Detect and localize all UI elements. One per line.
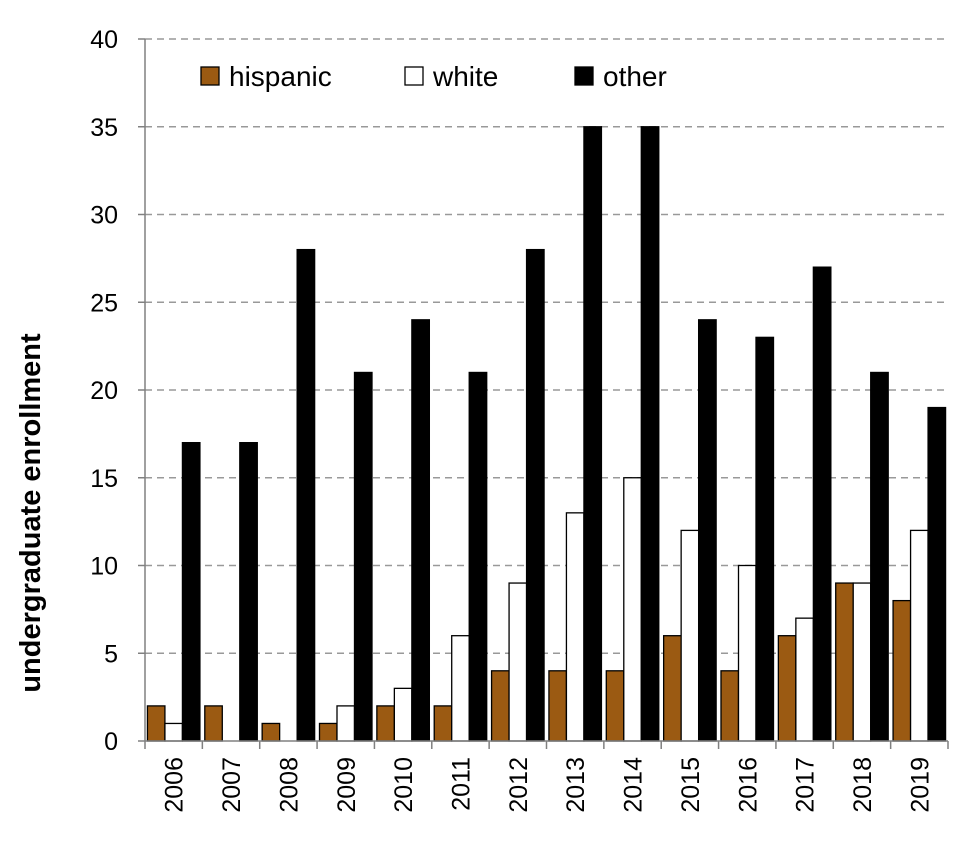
bar-hispanic-2011	[433, 705, 453, 742]
y-tick-labels: 0 5 10 15 20 25 30 35 40	[90, 26, 118, 756]
bar-white-2019	[909, 529, 929, 742]
y-tick-label: 0	[104, 728, 118, 756]
bar-white-2017	[795, 617, 815, 742]
x-tick-label: 2016	[734, 757, 762, 813]
bar-hispanic-2006	[146, 705, 166, 742]
bar-white-2015	[680, 529, 700, 742]
y-tick-label: 20	[90, 377, 118, 405]
x-tick-label: 2012	[505, 757, 533, 813]
bar-hispanic-2013	[548, 670, 568, 742]
bar-hispanic-2014	[605, 670, 625, 742]
gridlines	[145, 38, 948, 654]
bar-hispanic-2016	[720, 670, 740, 742]
y-tick-label: 40	[90, 26, 118, 54]
bar-other-2012	[525, 248, 545, 742]
bar-white-2014	[623, 477, 642, 742]
bar-white-2018	[852, 582, 872, 742]
bar-hispanic-2019	[892, 599, 912, 742]
legend: hispanic white other	[200, 61, 667, 92]
x-tick-label: 2010	[390, 757, 418, 813]
bar-hispanic-2009	[318, 722, 338, 742]
legend-swatch-hispanic	[200, 66, 220, 86]
legend-label-hispanic: hispanic	[229, 61, 332, 92]
y-tick-label: 25	[90, 289, 118, 317]
bar-hispanic-2010	[376, 705, 396, 742]
x-tick-label: 2019	[906, 757, 934, 813]
bar-other-2014	[640, 126, 660, 742]
y-tick-label: 10	[90, 553, 118, 581]
bar-other-2007	[239, 441, 258, 742]
bar-other-2016	[755, 336, 775, 742]
x-tick-label: 2009	[333, 757, 361, 813]
x-tick-label: 2011	[447, 757, 475, 811]
bar-white-2011	[451, 635, 470, 742]
legend-label-white: white	[432, 61, 498, 92]
x-tick-label: 2007	[218, 757, 246, 813]
bar-white-2016	[737, 564, 757, 742]
y-tick-label: 5	[104, 640, 118, 668]
bar-other-2015	[697, 319, 717, 742]
x-tick-label: 2006	[161, 757, 189, 813]
x-tick-label: 2015	[677, 757, 705, 813]
x-tick-label: 2017	[792, 757, 820, 813]
bar-white-2006	[164, 722, 184, 742]
x-tick-label: 2018	[849, 757, 877, 813]
bar-hispanic-2012	[490, 670, 510, 742]
axes	[138, 38, 949, 749]
bar-other-2018	[870, 371, 889, 742]
legend-swatch-other	[574, 66, 594, 86]
bar-hispanic-2008	[261, 722, 281, 742]
bar-other-2009	[353, 371, 373, 742]
x-tick-labels: 2006 2007 2008 2009 2010 2011 2012 2013 2014 2015…	[161, 757, 935, 813]
bar-hispanic-2018	[835, 582, 854, 742]
y-tick-label: 35	[90, 114, 118, 142]
bar-other-2019	[927, 406, 947, 742]
legend-label-other: other	[603, 61, 667, 92]
x-tick-label: 2008	[275, 757, 303, 813]
bar-other-2017	[812, 266, 832, 742]
legend-swatch-white	[404, 66, 424, 86]
bar-other-2008	[296, 248, 316, 742]
bar-hispanic-2007	[204, 705, 223, 742]
x-tick-label: 2013	[562, 757, 590, 813]
bar-white-2012	[508, 582, 528, 742]
y-tick-label: 15	[90, 465, 118, 493]
bar-other-2010	[411, 319, 431, 742]
bar-other-2006	[181, 441, 201, 742]
bar-white-2010	[393, 687, 413, 742]
y-tick-label: 30	[90, 202, 118, 230]
bar-white-2009	[336, 705, 356, 742]
bar-white-2013	[565, 512, 585, 742]
y-axis-label: undergraduate enrollment	[15, 333, 47, 693]
bar-other-2013	[583, 126, 603, 742]
bar-hispanic-2017	[777, 635, 797, 742]
bar-hispanic-2015	[662, 635, 682, 742]
bars	[146, 126, 947, 742]
x-tick-label: 2014	[620, 757, 648, 813]
bar-other-2011	[468, 371, 488, 742]
